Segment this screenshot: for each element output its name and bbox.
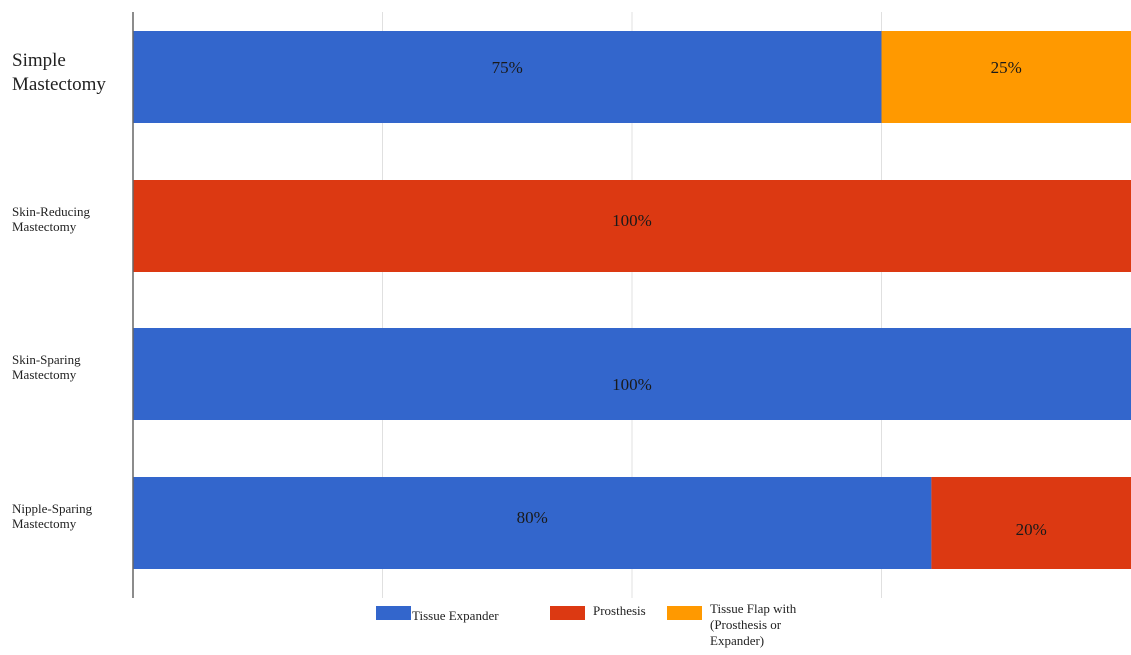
legend-swatch (550, 606, 585, 620)
category-label: Nipple-Sparing Mastectomy (12, 501, 93, 531)
bar-segment (133, 328, 1131, 420)
bar-segment (931, 477, 1131, 569)
bar-segment (133, 31, 882, 123)
legend-label: Tissue Flap with (Prosthesis or Expander) (710, 601, 797, 648)
data-labels: 75% 25% 100% 100% 80% 20% (492, 58, 1047, 539)
category-labels: Simple Mastectomy Skin-Reducing Mastectomy S… (12, 50, 106, 531)
legend-swatch (667, 606, 702, 620)
category-label: Skin-Reducing Mastectomy (12, 204, 90, 234)
data-label: 75% (492, 58, 523, 77)
legend-swatch (376, 606, 411, 620)
data-label: 80% (517, 508, 548, 527)
category-label: Skin-Sparing Mastectomy (12, 352, 81, 382)
data-label: 20% (1016, 520, 1047, 539)
legend-label: Prosthesis (593, 603, 646, 618)
bar-segment (881, 31, 1131, 123)
data-label: 100% (612, 211, 652, 230)
bar-segment (133, 180, 1131, 272)
legend-label: Tissue Expander (412, 608, 499, 623)
data-label: 100% (612, 375, 652, 394)
category-label: Simple Mastectomy (12, 50, 106, 95)
bars (133, 31, 1131, 569)
bar-segment (133, 477, 932, 569)
legend: Tissue Expander Prosthesis Tissue Flap wit… (376, 601, 797, 648)
data-label: 25% (991, 58, 1022, 77)
